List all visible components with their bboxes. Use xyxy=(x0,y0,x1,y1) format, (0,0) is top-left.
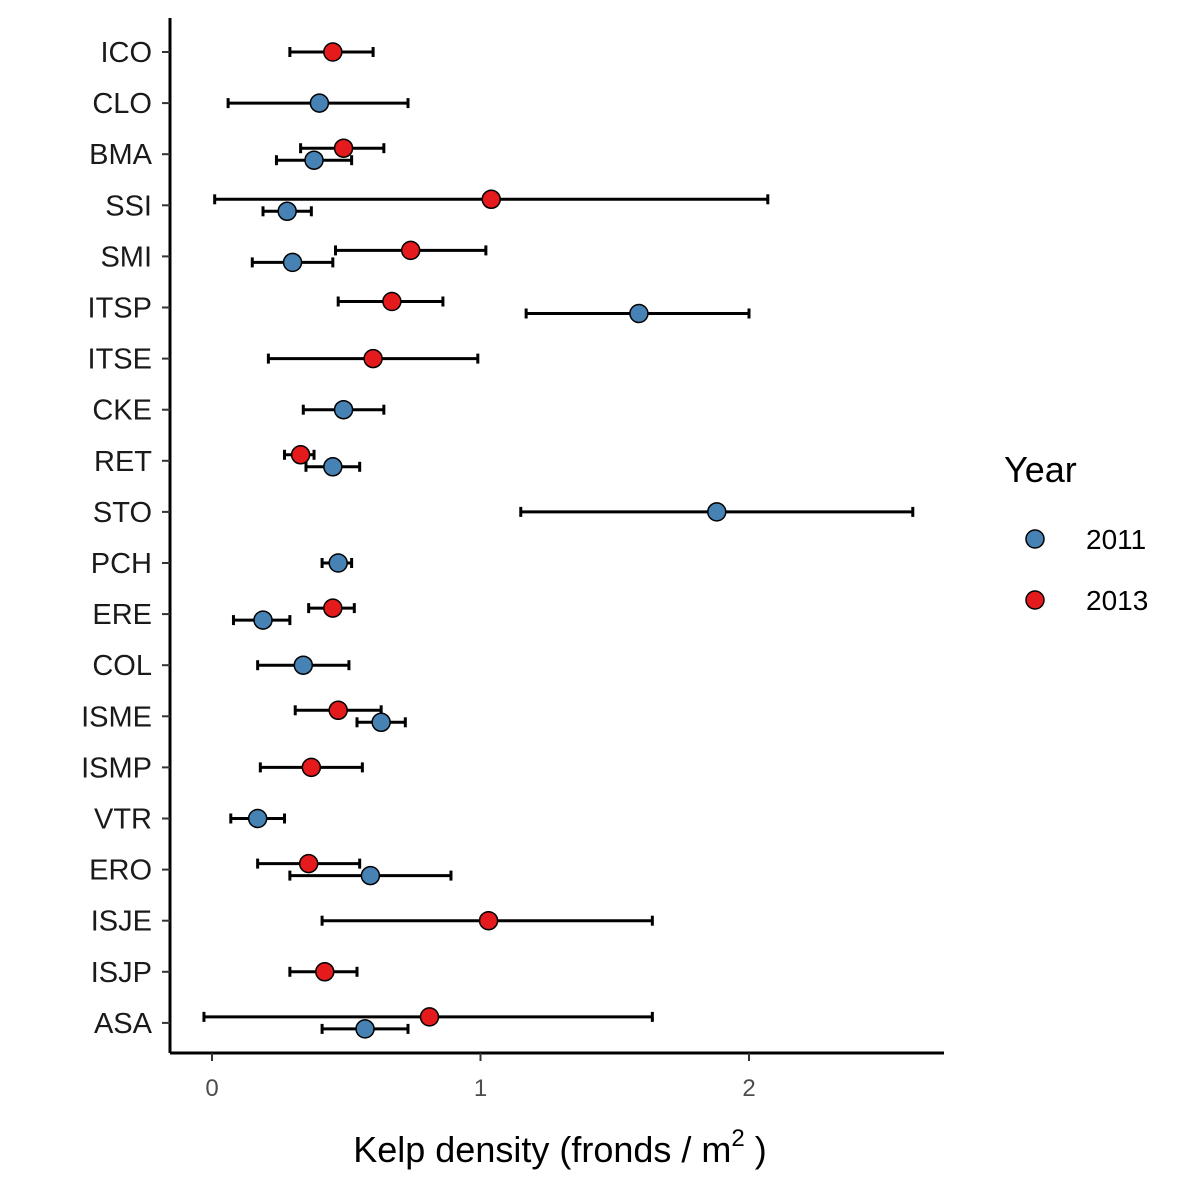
point-ret-2011 xyxy=(323,457,343,477)
point-isje-2013 xyxy=(478,910,499,931)
point-isme-2011 xyxy=(371,712,391,733)
y-tick-label-isje: ISJE xyxy=(91,906,152,938)
y-tick-label-itse: ITSE xyxy=(88,344,152,376)
legend-label-2013: 2013 xyxy=(1086,585,1148,616)
y-tick-label-ere: ERE xyxy=(92,599,152,631)
x-tick-label-1: 1 xyxy=(474,1075,487,1102)
point-ero-2013 xyxy=(298,853,319,874)
y-tick-label-cke: CKE xyxy=(92,395,152,427)
legend-title: Year xyxy=(1004,449,1077,490)
point-vtr-2011 xyxy=(247,808,268,829)
y-tick-label-bma: BMA xyxy=(89,139,153,171)
y-tick-label-isjp: ISJP xyxy=(91,957,152,989)
legend-label-2011: 2011 xyxy=(1086,524,1146,555)
y-tick-label-sto: STO xyxy=(93,497,152,529)
point-bma-2011 xyxy=(304,150,324,170)
y-tick-label-itsp: ITSP xyxy=(88,293,152,325)
y-tick-label-col: COL xyxy=(92,650,152,682)
point-ico-2013 xyxy=(323,42,343,62)
point-ret-2013 xyxy=(290,445,311,465)
x-tick-label-0: 0 xyxy=(205,1075,218,1102)
y-tick-label-ret: RET xyxy=(94,446,152,478)
point-col-2011 xyxy=(293,655,314,675)
point-ssi-2013 xyxy=(481,189,501,210)
y-axis-ticks: ICO CLO BMA SSI SMI ITSP ITSE CKE RET STO PCH ERE CO… xyxy=(81,37,170,1040)
point-sto-2011 xyxy=(707,502,727,522)
point-ere-2011 xyxy=(253,610,273,630)
x-tick-label-2: 2 xyxy=(742,1075,755,1102)
y-tick-label-ismp: ISMP xyxy=(81,752,152,784)
y-tick-label-clo: CLO xyxy=(92,88,152,120)
point-itsp-2011 xyxy=(629,303,649,324)
y-tick-label-asa: ASA xyxy=(94,1008,153,1040)
y-tick-label-isme: ISME xyxy=(81,701,152,733)
y-tick-label-vtr: VTR xyxy=(94,804,152,836)
point-ismp-2013 xyxy=(301,757,322,778)
point-clo-2011 xyxy=(309,93,330,113)
point-bma-2013 xyxy=(333,138,354,158)
point-isjp-2013 xyxy=(315,962,335,982)
point-pch-2011 xyxy=(328,553,348,573)
x-axis-ticks: 0 1 2 xyxy=(205,1053,756,1102)
point-isme-2013 xyxy=(328,700,348,721)
y-tick-label-smi: SMI xyxy=(100,241,152,273)
y-tick-label-ssi: SSI xyxy=(105,190,152,222)
y-tick-label-pch: PCH xyxy=(91,548,152,580)
x-axis-title: Kelp density (fronds / m2 ) xyxy=(353,1125,767,1170)
legend-key-2011 xyxy=(1025,529,1045,549)
point-smi-2013 xyxy=(400,240,421,261)
point-asa-2013 xyxy=(419,1007,440,1027)
point-smi-2011 xyxy=(282,252,303,273)
y-tick-label-ico: ICO xyxy=(100,37,152,69)
error-bars xyxy=(202,47,915,1034)
legend-key-2013 xyxy=(1025,590,1045,610)
legend: Year 2011 2013 xyxy=(1004,449,1148,616)
point-itse-2013 xyxy=(363,348,383,369)
legend-items: 2011 2013 xyxy=(1025,524,1148,616)
point-itsp-2013 xyxy=(382,291,402,312)
point-ere-2013 xyxy=(323,598,343,618)
point-asa-2011 xyxy=(355,1019,375,1039)
data-points xyxy=(247,42,727,1039)
point-ero-2011 xyxy=(360,865,381,886)
point-cke-2011 xyxy=(333,399,354,420)
point-ssi-2011 xyxy=(277,201,297,222)
y-tick-label-ero: ERO xyxy=(89,855,152,887)
